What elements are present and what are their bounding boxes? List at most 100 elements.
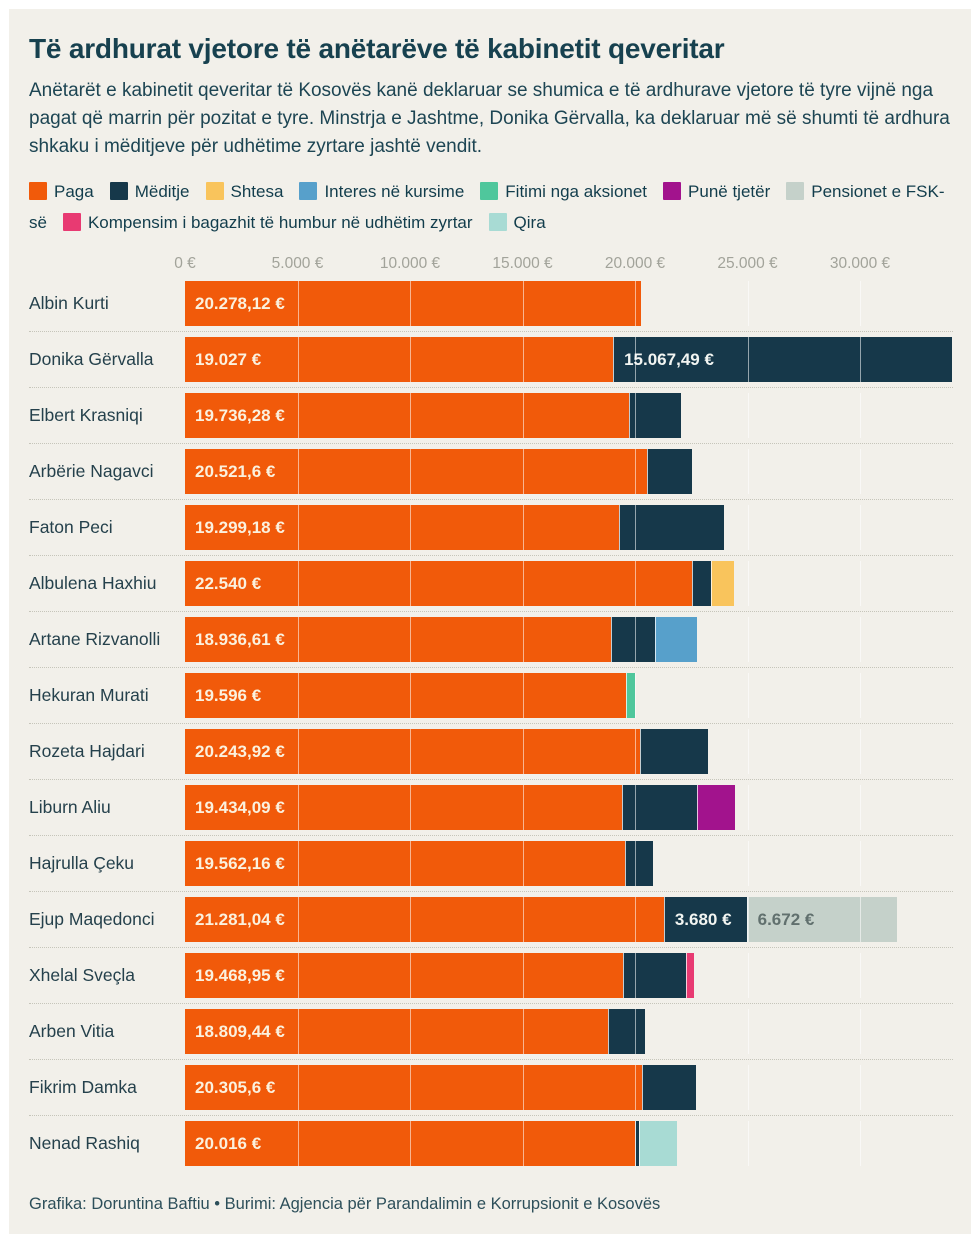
bar-segment-paga: 20.521,6 €	[185, 449, 647, 495]
bar-segment-meditje	[641, 1065, 696, 1111]
chart-row: Liburn Aliu 19.434,09 €	[29, 785, 953, 837]
gridline	[860, 1009, 861, 1055]
gridline	[860, 841, 861, 887]
bar-segment-qira	[638, 1121, 677, 1167]
gridline	[297, 673, 299, 719]
category-label: Nenad Rashiq	[29, 1133, 140, 1154]
bar-value-label: 21.281,04 €	[195, 909, 285, 929]
gridline	[860, 561, 861, 607]
bar-segment-meditje	[608, 1009, 646, 1055]
bar-value-label: 18.809,44 €	[195, 1021, 285, 1041]
chart-row: Ejup Maqedonci 21.281,04 € 3.680 € 6.672 €	[29, 897, 953, 949]
chart-row: Hekuran Murati 19.596 €	[29, 673, 953, 725]
legend: Paga Mëditje Shtesa Interes në kursime Fitim…	[29, 177, 953, 239]
chart-card: Të ardhurat vjetore të anëtarëve të kabi…	[9, 9, 971, 1235]
gridline	[297, 337, 299, 383]
legend-swatch-kompensim-icon	[62, 213, 81, 232]
category-label: Fikrim Damka	[29, 1077, 137, 1098]
plot-area: 20.243,92 €	[185, 729, 953, 775]
stacked-bar: 20.243,92 €	[185, 729, 953, 775]
gridline	[747, 841, 749, 887]
legend-item-interes: Interes në kursime	[299, 182, 464, 201]
gridline	[522, 393, 524, 439]
gridline	[747, 561, 749, 607]
gridline	[297, 785, 299, 831]
gridline	[860, 1121, 861, 1167]
gridline	[635, 785, 636, 831]
bar-segment-paga: 19.736,28 €	[185, 393, 630, 439]
bar-segment-kompensim	[686, 953, 694, 999]
gridline	[297, 617, 299, 663]
bar-value-label: 20.305,6 €	[195, 1077, 276, 1097]
legend-swatch-shtesa-icon	[205, 182, 224, 201]
bar-segment-interes	[654, 617, 697, 663]
gridline	[635, 1065, 636, 1111]
stacked-bar: 18.809,44 €	[185, 1009, 953, 1055]
gridline	[522, 449, 524, 495]
plot-area: 20.278,12 €	[185, 281, 953, 327]
bar-segment-meditje	[623, 953, 687, 999]
stacked-bar: 19.468,95 €	[185, 953, 953, 999]
plot-area: 19.468,95 €	[185, 953, 953, 999]
gridline	[522, 1121, 524, 1167]
axis-tick-label: 0 €	[174, 255, 196, 273]
gridline	[410, 1009, 411, 1055]
bar-value-label: 15.067,49 €	[624, 349, 714, 369]
stacked-bar: 19.736,28 €	[185, 393, 953, 439]
plot-area: 22.540 €	[185, 561, 953, 607]
bar-segment-pensionet: 6.672 €	[746, 897, 897, 943]
gridline	[410, 1065, 411, 1111]
bar-segment-pune	[696, 785, 735, 831]
bar-segment-paga: 20.305,6 €	[185, 1065, 642, 1111]
stacked-bar: 19.596 €	[185, 673, 953, 719]
gridline	[747, 617, 749, 663]
gridline	[297, 1121, 299, 1167]
chart-row: Arbërie Nagavci 20.521,6 €	[29, 449, 953, 501]
legend-label: Shtesa	[230, 182, 284, 202]
stacked-bar: 20.305,6 €	[185, 1065, 953, 1111]
gridline	[747, 953, 749, 999]
bar-segment-meditje	[692, 561, 712, 607]
gridline	[747, 785, 749, 831]
category-label: Albin Kurti	[29, 293, 109, 314]
category-label: Hajrulla Çeku	[29, 853, 135, 874]
chart-row: Faton Peci 19.299,18 €	[29, 505, 953, 557]
bar-segment-paga: 19.027 €	[185, 337, 614, 383]
gridline	[635, 897, 636, 943]
plot-area: 19.562,16 €	[185, 841, 953, 887]
bar-segment-paga: 19.299,18 €	[185, 505, 620, 551]
gridline	[522, 673, 524, 719]
gridline	[860, 953, 861, 999]
gridline	[635, 505, 636, 551]
gridline	[410, 561, 411, 607]
category-label: Elbert Krasniqi	[29, 405, 143, 426]
legend-label: Interes në kursime	[324, 182, 465, 202]
gridline	[297, 897, 299, 943]
gridline	[860, 449, 861, 495]
plot-area: 21.281,04 € 3.680 € 6.672 €	[185, 897, 953, 943]
gridline	[297, 281, 299, 327]
bar-segment-paga: 22.540 €	[185, 561, 693, 607]
axis-tick-label: 15.000 €	[492, 255, 553, 273]
chart-row: Artane Rizvanolli 18.936,61 €	[29, 617, 953, 669]
plot-area: 20.305,6 €	[185, 1065, 953, 1111]
gridline	[522, 505, 524, 551]
chart-title: Të ardhurat vjetore të anëtarëve të kabi…	[29, 33, 725, 64]
legend-swatch-interes-icon	[299, 182, 318, 201]
gridline	[410, 673, 411, 719]
gridline	[522, 1065, 524, 1111]
gridline	[410, 281, 411, 327]
bar-segment-meditje	[646, 449, 692, 495]
gridline	[522, 729, 524, 775]
legend-label: Punë tjetër	[688, 182, 771, 202]
chart-row: Rozeta Hajdari 20.243,92 €	[29, 729, 953, 781]
legend-item-pensionet: Pensionet e FSK-së	[29, 182, 945, 232]
gridline	[860, 729, 861, 775]
bar-value-label: 6.672 €	[757, 909, 815, 929]
bar-segment-meditje	[611, 617, 655, 663]
legend-swatch-pune-icon	[663, 182, 682, 201]
gridline	[860, 673, 861, 719]
bar-segment-paga: 19.468,95 €	[185, 953, 624, 999]
legend-label: Kompensim i bagazhit të humbur në udhëti…	[87, 213, 473, 233]
bar-segment-paga: 18.936,61 €	[185, 617, 612, 663]
